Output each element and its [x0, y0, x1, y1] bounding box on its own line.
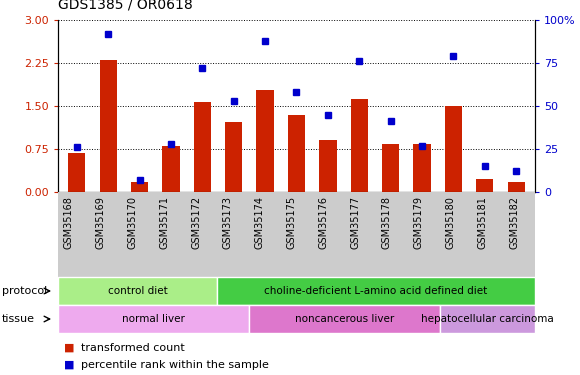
Text: ■: ■ — [64, 360, 74, 369]
Text: GSM35171: GSM35171 — [160, 196, 169, 249]
Text: choline-deficient L-amino acid defined diet: choline-deficient L-amino acid defined d… — [264, 286, 488, 296]
Text: GSM35179: GSM35179 — [414, 196, 424, 249]
Text: noncancerous liver: noncancerous liver — [295, 314, 394, 324]
Bar — [476, 179, 494, 192]
Bar — [414, 144, 431, 192]
Bar — [162, 146, 180, 192]
Text: GSM35175: GSM35175 — [287, 196, 296, 249]
Bar — [319, 140, 336, 192]
Text: hepatocellular carcinoma: hepatocellular carcinoma — [421, 314, 554, 324]
Bar — [288, 115, 305, 192]
Text: GSM35168: GSM35168 — [64, 196, 74, 249]
Text: tissue: tissue — [2, 314, 35, 324]
Text: GSM35180: GSM35180 — [445, 196, 455, 249]
Text: control diet: control diet — [108, 286, 168, 296]
Text: GSM35174: GSM35174 — [255, 196, 264, 249]
Text: GSM35176: GSM35176 — [318, 196, 328, 249]
Bar — [382, 144, 399, 192]
Text: GDS1385 / OR0618: GDS1385 / OR0618 — [58, 0, 193, 12]
Text: GSM35182: GSM35182 — [509, 196, 519, 249]
Bar — [351, 99, 368, 192]
Bar — [225, 122, 242, 192]
Text: GSM35172: GSM35172 — [191, 196, 201, 249]
Text: GSM35173: GSM35173 — [223, 196, 233, 249]
Text: normal liver: normal liver — [122, 314, 185, 324]
Text: GSM35169: GSM35169 — [96, 196, 106, 249]
Text: protocol: protocol — [2, 286, 47, 296]
Bar — [100, 60, 117, 192]
Bar — [256, 90, 274, 192]
Bar — [508, 182, 525, 192]
Bar — [445, 106, 462, 192]
Text: GSM35181: GSM35181 — [477, 196, 487, 249]
Text: GSM35178: GSM35178 — [382, 196, 392, 249]
Bar — [68, 153, 85, 192]
Text: GSM35177: GSM35177 — [350, 196, 360, 249]
Text: transformed count: transformed count — [81, 343, 185, 353]
Bar — [131, 182, 148, 192]
Text: percentile rank within the sample: percentile rank within the sample — [81, 360, 269, 369]
Text: ■: ■ — [64, 343, 74, 353]
Bar — [194, 102, 211, 192]
Text: GSM35170: GSM35170 — [128, 196, 137, 249]
